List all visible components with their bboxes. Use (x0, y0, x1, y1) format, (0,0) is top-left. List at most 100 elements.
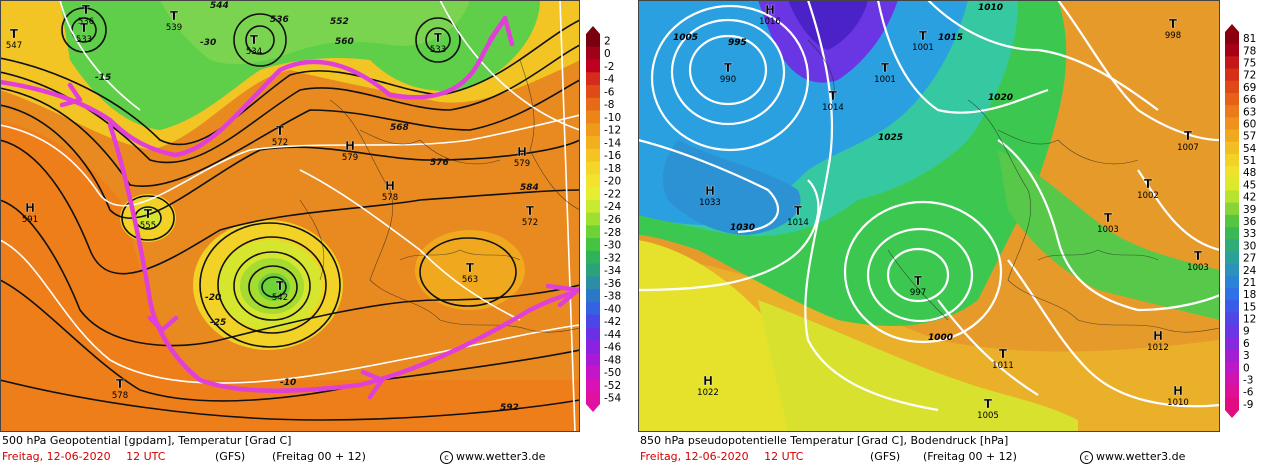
scale-swatch (1225, 190, 1239, 204)
scale-tick-label: -9 (1243, 399, 1253, 411)
isoline-label: 552 (330, 17, 349, 27)
scale-swatch (586, 238, 600, 252)
center-value: 1010 (1167, 398, 1189, 408)
scale-tick-label: 54 (1243, 143, 1257, 155)
scale-swatch (1225, 129, 1239, 143)
center-letter: T (80, 21, 89, 35)
scale-tick-label: -28 (604, 227, 621, 239)
scale-swatch (586, 46, 600, 61)
center-letter: H (1153, 329, 1163, 343)
isoline-label: 1000 (928, 333, 953, 343)
scale-tick-label: 42 (1243, 192, 1256, 204)
scale-tick-label: 36 (1243, 216, 1257, 228)
scale-swatch (586, 136, 600, 150)
scale-tick-label: 0 (604, 48, 611, 60)
copyright-link[interactable]: www.wetter3.de (1096, 450, 1186, 463)
scale-swatch (586, 352, 600, 367)
scale-tick-label: -22 (604, 188, 621, 200)
isoline-label: -25 (210, 318, 226, 328)
caption-model: (GFS) (870, 450, 901, 463)
center-value: 534 (246, 47, 262, 57)
center-value: 555 (140, 221, 156, 231)
isoline-label: 1025 (878, 133, 903, 143)
center-letter: T (829, 89, 838, 103)
isoline-label: -20 (205, 293, 221, 303)
center-value: 990 (720, 75, 736, 85)
isoline-label: 995 (728, 38, 747, 48)
copyright-link[interactable]: www.wetter3.de (456, 450, 546, 463)
scale-swatch (586, 327, 600, 341)
center-value: 1022 (697, 388, 719, 398)
caption-copyright[interactable]: c www.wetter3.de (1080, 450, 1185, 464)
scale-swatch (1225, 275, 1239, 289)
center-value: 1014 (787, 218, 809, 228)
center-value: 539 (166, 23, 182, 33)
scale-tick-label: -6 (1243, 387, 1254, 399)
scale-swatch (586, 289, 600, 303)
scale-swatch (1225, 336, 1239, 350)
center-letter: H (765, 3, 775, 17)
scale-cap-top (1225, 24, 1239, 32)
caption-copyright[interactable]: c www.wetter3.de (440, 450, 545, 464)
scale-tick-label: 78 (1243, 45, 1256, 57)
scale-swatch (586, 199, 600, 214)
center-letter: T (984, 397, 993, 411)
scale-tick-label: 69 (1243, 82, 1256, 94)
scale-tick-label: -2 (604, 61, 614, 73)
isoline-label: 544 (210, 1, 229, 11)
center-value: 572 (522, 218, 538, 228)
center-letter: H (345, 139, 355, 153)
scale-tick-label: 30 (1243, 240, 1256, 252)
scale-swatch (586, 97, 600, 112)
scale-swatch (586, 72, 600, 86)
scale-tick-label: 81 (1243, 33, 1256, 45)
scale-swatch (1225, 288, 1239, 301)
center-value: 579 (342, 153, 358, 163)
scale-swatch (586, 225, 600, 239)
scale-swatch (586, 161, 600, 175)
isoline-label: 1005 (673, 33, 698, 43)
scale-swatch (1225, 263, 1239, 277)
scale-swatch (1225, 251, 1239, 265)
scale-swatch (1225, 117, 1239, 131)
scale-swatch (1225, 227, 1239, 240)
isoline-label: -10 (280, 378, 296, 388)
scale-swatch (586, 59, 600, 73)
caption-title: 850 hPa pseudopotentielle Temperatur [Gr… (640, 434, 1009, 447)
center-letter: T (250, 33, 259, 47)
scale-swatch (586, 314, 600, 328)
center-letter: T (919, 29, 928, 43)
scale-tick-label: -10 (604, 112, 621, 124)
scale-swatch (1225, 239, 1239, 252)
center-letter: H (25, 201, 35, 215)
scale-swatch (1225, 214, 1239, 228)
scale-swatch (1225, 153, 1239, 167)
scale-swatch (586, 340, 600, 354)
scale-tick-label: -42 (604, 316, 621, 328)
center-value: 1007 (1177, 143, 1199, 153)
scale-tick-label: 63 (1243, 106, 1256, 118)
center-value: 591 (22, 215, 38, 225)
scale-swatch (586, 123, 600, 137)
scale-swatch (1225, 68, 1239, 82)
center-letter: T (881, 61, 890, 75)
scale-swatch (586, 276, 600, 290)
caption-date: Freitag, 12-06-2020 (2, 450, 111, 463)
scale-tick-label: -32 (604, 252, 621, 264)
scale-swatch (1225, 202, 1239, 216)
